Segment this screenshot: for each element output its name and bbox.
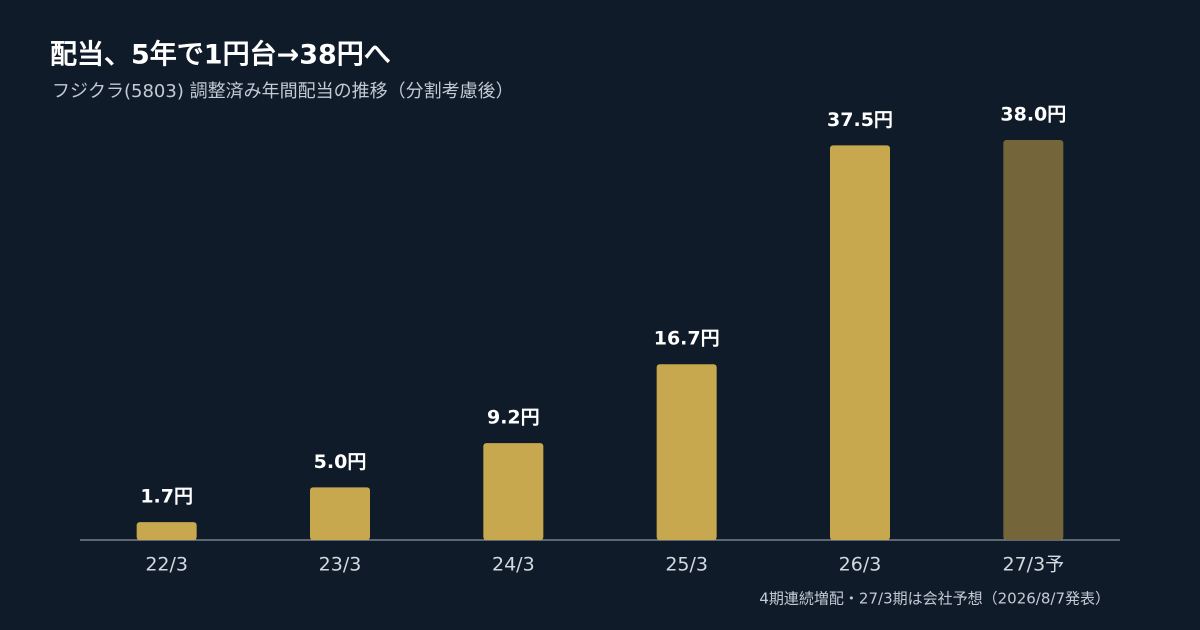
x-tick-label: 24/3: [492, 554, 535, 576]
x-tick-label: 22/3: [145, 554, 188, 576]
bar: [830, 145, 890, 540]
x-tick-label: 25/3: [665, 554, 708, 576]
value-label: 5.0円: [314, 451, 367, 473]
chart-title: 配当、5年で1円台→38円へ: [50, 39, 391, 71]
bar: [1003, 140, 1064, 541]
bar: [310, 487, 370, 540]
x-tick-label: 26/3: [839, 554, 882, 576]
value-label: 37.5円: [827, 109, 893, 131]
value-label: 1.7円: [140, 486, 193, 508]
value-label: 38.0円: [1000, 104, 1066, 126]
bar: [136, 522, 197, 540]
value-label: 16.7円: [654, 328, 720, 350]
x-tick-label: 23/3: [319, 554, 362, 576]
value-label: 9.2円: [487, 407, 540, 429]
x-tick-label: 27/3予: [1002, 554, 1064, 576]
footnote: 4期連続増配・27/3期は会社予想（2026/8/7発表）: [759, 590, 1110, 608]
chart-subtitle: フジクラ(5803) 調整済み年間配当の推移（分割考慮後）: [52, 81, 514, 102]
bar: [656, 364, 717, 540]
bar: [483, 443, 544, 540]
